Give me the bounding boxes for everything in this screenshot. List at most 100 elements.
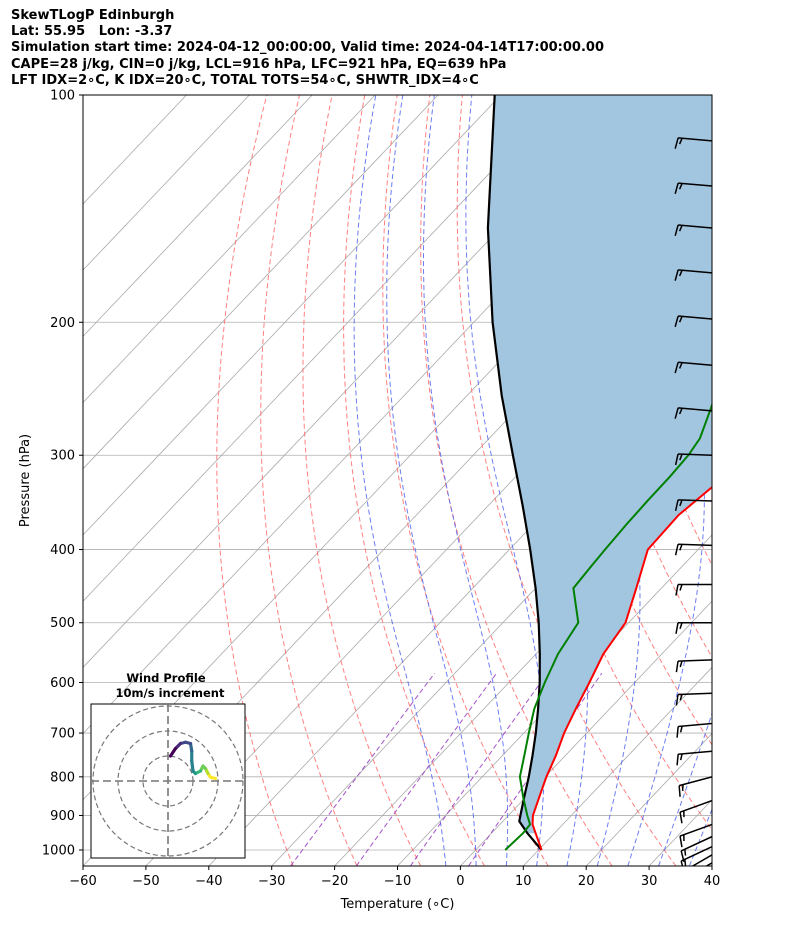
- wind-barb: [674, 137, 712, 149]
- wind-barb-staff: [677, 499, 712, 502]
- wind-barb-staff: [691, 854, 712, 866]
- wind-barb-staff: [679, 799, 712, 813]
- wind-barb-staff: [677, 453, 712, 456]
- isotherm-line: [775, 95, 794, 866]
- isotherm-line: [83, 95, 376, 404]
- wind-barb-flag: [678, 225, 683, 232]
- wind-barb-flag: [676, 726, 679, 738]
- wind-barb-flag: [683, 880, 687, 891]
- x-tick-label: 10: [515, 874, 532, 889]
- mixing-ratio-line: [409, 673, 548, 866]
- wind-barb: [674, 182, 712, 195]
- wind-barb-flag: [679, 835, 683, 848]
- wind-barb-flag: [684, 849, 687, 856]
- x-tick-label: −40: [195, 874, 222, 889]
- hodograph-subtitle: 10m/s increment: [116, 686, 225, 700]
- isotherm-line: [145, 269, 712, 866]
- wind-barb-flag: [675, 694, 679, 706]
- wind-barb-flag: [675, 622, 679, 634]
- moist-adiabat-line: [386, 95, 477, 866]
- wind-barb-staff: [678, 407, 712, 412]
- moist-adiabat-line: [688, 808, 712, 866]
- moist-adiabat-line: [627, 95, 705, 866]
- wind-barb-flag: [674, 407, 679, 419]
- y-tick-label: 800: [50, 770, 75, 785]
- wind-barb-flag: [675, 660, 679, 673]
- wind-barb: [676, 722, 712, 738]
- wind-barb-flag: [675, 584, 679, 596]
- hodograph-trace-segment: [190, 759, 195, 773]
- wind-barb-flag: [674, 137, 679, 149]
- x-axis-label: Temperature (∘C): [340, 897, 455, 912]
- moist-adiabat-line: [658, 712, 712, 866]
- wind-barb-staff: [677, 543, 712, 547]
- wind-barb-flag: [678, 316, 683, 323]
- wind-barb-flag: [679, 753, 683, 761]
- isotherm-line: [83, 95, 250, 271]
- simulation-times: Simulation start time: 2024-04-12_00:00:…: [11, 40, 604, 56]
- x-tick-label: −20: [321, 874, 348, 889]
- wind-barb-flag: [678, 269, 683, 277]
- x-tick-label: 40: [704, 874, 721, 889]
- wind-barb: [674, 499, 712, 511]
- stability-indices-2: LFT IDX=2∘C, K IDX=20∘C, TOTAL TOTS=54∘C…: [11, 72, 479, 88]
- isotherm-line: [83, 95, 565, 602]
- isotherm-line: [83, 95, 313, 337]
- cape-area: [487, 95, 712, 834]
- wind-barb-flag: [679, 499, 683, 507]
- wind-barb: [674, 543, 712, 556]
- mixing-ratio-line: [290, 672, 435, 866]
- wind-barb-staff: [678, 137, 712, 142]
- wind-barb-staff: [678, 776, 712, 787]
- wind-barb: [680, 835, 712, 862]
- x-tick-label: 30: [641, 874, 658, 889]
- wind-barb-staff: [678, 361, 712, 366]
- wind-barb: [675, 621, 712, 634]
- wind-barb: [675, 659, 712, 673]
- wind-barb: [674, 315, 712, 328]
- x-tick-label: −10: [384, 874, 411, 889]
- dry-adiabat-line: [723, 95, 794, 866]
- wind-barb: [676, 750, 712, 766]
- chart-title: SkewTLogP Edinburgh: [11, 8, 175, 23]
- hodograph-trace-segment: [168, 746, 178, 758]
- wind-barb-flag: [674, 224, 679, 236]
- y-tick-label: 400: [50, 543, 75, 558]
- wind-barb-staff: [678, 224, 712, 229]
- wind-barb-flag: [684, 859, 687, 866]
- wind-barb-flag: [680, 850, 685, 862]
- x-tick-label: −60: [69, 874, 96, 889]
- dry-adiabat-line: [216, 95, 294, 866]
- wind-barb-flag: [686, 870, 687, 876]
- dry-adiabat-line: [788, 95, 794, 866]
- wind-barb-flag: [678, 362, 683, 369]
- wind-barb: [680, 846, 712, 866]
- dry-adiabat-line: [456, 95, 677, 866]
- wind-barb-flag: [674, 182, 679, 195]
- wind-barb-staff: [678, 750, 712, 755]
- isotherm-line: [523, 666, 712, 866]
- isotherm-line: [83, 95, 502, 536]
- wind-barb: [686, 854, 712, 876]
- dry-adiabat-line: [526, 95, 712, 746]
- wind-barb-staff: [680, 846, 712, 862]
- wind-barb-flag: [678, 183, 683, 190]
- wind-barb-flag: [674, 362, 679, 374]
- stability-indices-1: CAPE=28 j/kg, CIN=0 j/kg, LCL=916 hPa, L…: [11, 56, 507, 72]
- chart-header: SkewTLogP Edinburgh Lat: 55.95 Lon: -3.3…: [11, 8, 604, 89]
- wind-barb-flag: [679, 660, 683, 668]
- wind-barb-flag: [680, 860, 684, 866]
- isotherm-line: [585, 732, 712, 866]
- isotherm-line: [83, 95, 439, 470]
- wind-barb-staff: [680, 835, 712, 852]
- x-tick-label: 20: [578, 874, 595, 889]
- wind-barb: [675, 692, 712, 706]
- wind-barb-flag: [678, 407, 683, 415]
- hodograph-content: [91, 704, 245, 858]
- wind-barb-staff: [679, 823, 712, 837]
- wind-barb-flag: [676, 754, 679, 766]
- wind-barb-flag: [674, 453, 679, 466]
- y-tick-label: 1000: [42, 844, 75, 859]
- y-tick-label: 700: [50, 727, 75, 742]
